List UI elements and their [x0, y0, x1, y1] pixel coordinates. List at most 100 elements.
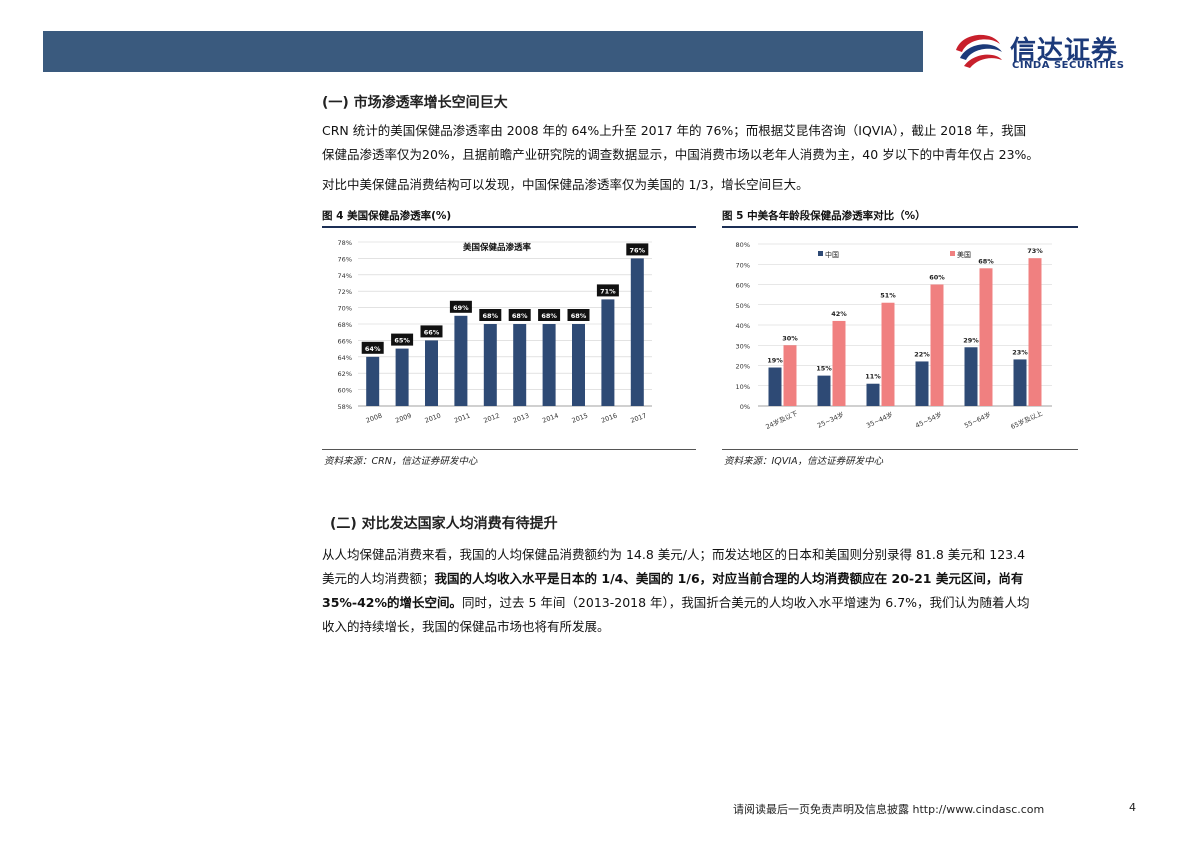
y-tick-label: 40%: [736, 322, 750, 330]
data-label-box: [479, 309, 502, 321]
x-tick-label: 2016: [600, 412, 618, 425]
bar-usa: [832, 320, 846, 406]
data-label: 11%: [865, 373, 881, 381]
figure4-source: 资料来源：CRN，信达证券研发中心: [324, 456, 478, 467]
y-tick-label: 50%: [736, 302, 750, 310]
y-tick-label: 78%: [338, 239, 352, 247]
section2-line3-normal: 同时，过去 5 年间（2013-2018 年），我国折合美元的人均收入水平增速为…: [462, 595, 1030, 610]
x-tick-label: 2015: [571, 412, 589, 425]
y-tick-label: 60%: [736, 282, 750, 290]
bar-china: [964, 347, 978, 406]
y-tick-label: 74%: [338, 272, 352, 280]
x-tick-label: 2011: [453, 412, 471, 425]
section2-line3: 35%-42%的增长空间。同时，过去 5 年间（2013-2018 年），我国折…: [322, 591, 1142, 615]
bar: [454, 315, 468, 406]
logo-chinese-text: 信达证券: [1010, 36, 1119, 66]
section2-title: (二) 对比发达国家人均消费有待提升: [330, 516, 558, 532]
y-tick-label: 76%: [338, 255, 352, 263]
x-tick-label: 35~44岁: [865, 410, 895, 430]
data-label: 65%: [394, 337, 410, 345]
bar-china: [866, 383, 880, 406]
data-label: 68%: [541, 312, 557, 320]
figure5-title: 图 5 中美各年龄段保健品渗透率对比（%）: [722, 210, 926, 222]
x-tick-label: 2014: [541, 412, 559, 425]
bar-usa: [1028, 258, 1042, 406]
data-label: 60%: [929, 274, 945, 282]
y-tick-label: 10%: [736, 383, 750, 391]
section2-line1: 从人均保健品消费来看，我国的人均保健品消费额约为 14.8 美元/人；而发达地区…: [322, 547, 1026, 562]
data-label: 68%: [978, 257, 994, 265]
data-label: 64%: [365, 345, 381, 353]
y-tick-label: 64%: [338, 354, 352, 362]
y-tick-label: 20%: [736, 363, 750, 371]
bar: [366, 356, 380, 406]
data-label: 42%: [831, 310, 847, 318]
y-tick-label: 70%: [736, 261, 750, 269]
bar-china: [1013, 359, 1027, 406]
data-label-box: [538, 309, 561, 321]
data-label-box: [567, 309, 590, 321]
bar: [483, 324, 497, 406]
data-label: 30%: [782, 334, 798, 342]
cinda-logo: 信达证券 CINDA SECURITIES: [952, 26, 1162, 76]
legend-swatch: [818, 251, 823, 256]
page-number: 4: [1129, 801, 1136, 814]
y-tick-label: 30%: [736, 342, 750, 350]
y-tick-label: 70%: [338, 305, 352, 313]
legend-label: 中国: [825, 250, 839, 259]
section1-para1-line1: CRN 统计的美国保健品渗透率由 2008 年的 64%上升至 2017 年的 …: [322, 123, 1027, 138]
x-tick-label: 2009: [394, 412, 412, 425]
bar-china: [817, 375, 831, 406]
data-label: 71%: [600, 287, 616, 295]
y-tick-label: 58%: [338, 403, 352, 411]
x-tick-label: 25~34岁: [816, 410, 846, 430]
y-tick-label: 62%: [338, 370, 352, 378]
x-tick-label: 2012: [482, 412, 500, 425]
data-label-box: [361, 341, 384, 354]
figure5-top-rule: [722, 226, 1078, 228]
x-tick-label: 2010: [424, 412, 442, 425]
section2-line2: 美元的人均消费额；我国的人均收入水平是日本的 1/4、美国的 1/6，对应当前合…: [322, 567, 1142, 591]
section2-line2-normal: 美元的人均消费额；: [322, 571, 435, 586]
figure4-top-rule: [322, 226, 696, 228]
bar: [601, 299, 615, 406]
data-label: 69%: [453, 304, 469, 312]
header-bar: [43, 31, 923, 72]
bar: [630, 258, 644, 406]
bar: [425, 340, 438, 406]
x-tick-label: 2008: [365, 412, 383, 425]
x-tick-label: 55~64岁: [963, 410, 993, 430]
y-tick-label: 66%: [338, 337, 352, 345]
section2-line2-bold: 我国的人均收入水平是日本的 1/4、美国的 1/6，对应当前合理的人均消费额应在…: [434, 571, 1024, 586]
section2-line3-bold: 35%-42%的增长空间。: [322, 595, 463, 610]
x-tick-label: 24岁及以下: [764, 408, 799, 431]
legend-swatch: [950, 251, 955, 256]
y-tick-label: 80%: [736, 241, 750, 249]
section1-paragraph1: CRN 统计的美国保健品渗透率由 2008 年的 64%上升至 2017 年的 …: [322, 119, 1142, 167]
data-label: 23%: [1012, 348, 1028, 356]
x-tick-label: 2017: [629, 412, 647, 425]
figure4-title: 图 4 美国保健品渗透率(%): [322, 210, 452, 222]
data-label: 66%: [424, 328, 440, 336]
cinda-logo-icon: [956, 34, 1002, 68]
x-tick-label: 65岁及以上: [1009, 408, 1044, 431]
legend-label: 美国: [957, 250, 971, 259]
figure5-chart: 0% 10% 20% 30% 40% 50% 60% 70% 80% 19% 30% 24岁及以下 15…: [736, 241, 1052, 431]
bar: [542, 324, 556, 406]
bar: [395, 348, 409, 406]
section1-para1-line2: 保健品渗透率仅为20%，且据前瞻产业研究院的调查数据显示，中国消费市场以老年人消…: [322, 147, 1039, 162]
bar-usa: [979, 268, 993, 406]
chart-title: 美国保健品渗透率: [463, 242, 532, 253]
figure5-source: 资料来源：IQVIA，信达证券研发中心: [724, 456, 884, 467]
footer-disclaimer: 请阅读最后一页免责声明及信息披露 http://www.cindasc.com: [733, 803, 1045, 816]
data-label-box: [420, 325, 443, 338]
y-tick-label: 68%: [338, 321, 352, 329]
bar-china: [768, 367, 782, 406]
data-label: 76%: [630, 246, 646, 254]
bar: [572, 324, 585, 406]
data-label: 68%: [571, 312, 587, 320]
figure5-bottom-rule: [722, 449, 1078, 450]
data-label: 51%: [880, 292, 896, 300]
data-label: 29%: [963, 336, 979, 344]
data-label: 15%: [816, 365, 832, 373]
